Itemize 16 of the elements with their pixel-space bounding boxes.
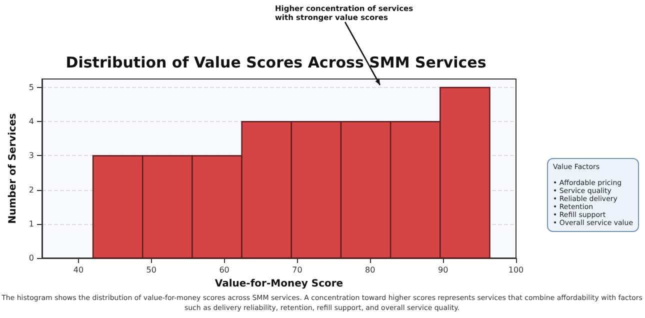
x-tick-label: 70 <box>292 266 302 274</box>
x-tick-label: 90 <box>438 266 448 274</box>
x-tick-label: 100 <box>508 266 524 274</box>
x-axis-title: Value-for-Money Score <box>214 278 344 290</box>
y-tick-label: 4 <box>28 117 34 126</box>
y-tick-label: 0 <box>28 254 34 262</box>
x-tick-label: 40 <box>73 266 84 274</box>
x-tick-label: 50 <box>146 266 156 274</box>
y-tick-label: 2 <box>28 185 34 194</box>
x-tick-label: 80 <box>365 266 376 274</box>
y-tick-label: 1 <box>28 219 34 228</box>
chart-title: Distribution of Value Scores Across SMM Services <box>66 54 486 72</box>
y-axis-title: Number of Services <box>8 113 18 224</box>
y-tick-label: 5 <box>28 83 34 92</box>
x-tick-label: 60 <box>219 266 230 274</box>
y-tick-label: 3 <box>28 151 34 160</box>
